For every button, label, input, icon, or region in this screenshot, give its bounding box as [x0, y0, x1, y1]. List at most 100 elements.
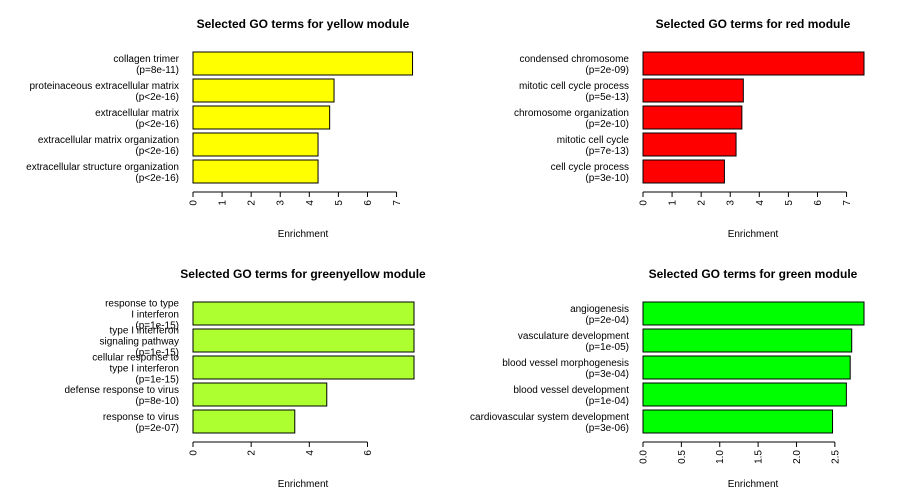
category-label: (p=5e-13)	[585, 92, 629, 103]
category-label: type I interferon	[110, 364, 179, 375]
x-tick-label: 0	[639, 200, 650, 206]
category-label: (p=3e-10)	[585, 173, 629, 184]
x-tick-label: 0.5	[677, 450, 688, 464]
category-label: chromosome organization	[514, 108, 629, 119]
category-label: (p<2e-16)	[135, 119, 179, 130]
category-label: (p=8e-10)	[135, 396, 179, 407]
x-tick-label: 5	[334, 200, 345, 206]
bar	[192, 132, 319, 157]
bar	[192, 78, 335, 103]
category-label: response to virus	[103, 412, 179, 423]
x-tick-label: 1.5	[754, 450, 765, 464]
chart-title: Selected GO terms for red module	[656, 17, 851, 31]
panel-red-module: Selected GO terms for red module Enrichm…	[514, 17, 865, 240]
x-tick-label: 6	[813, 200, 824, 206]
x-tick-label: 1.0	[715, 450, 726, 464]
category-label: cardiovascular system development	[470, 412, 629, 423]
category-label: (p<2e-16)	[135, 146, 179, 157]
category-label: (p=1e-05)	[585, 342, 629, 353]
x-tick-label: 3	[276, 200, 287, 206]
category-label: proteinaceous extracellular matrix	[29, 81, 179, 92]
bar	[192, 382, 328, 407]
category-label: (p=2e-10)	[585, 119, 629, 130]
x-tick-label: 3	[726, 200, 737, 206]
panel-greenyellow-module: Selected GO terms for greenyellow module…	[64, 267, 426, 490]
x-tick-label: 5	[784, 200, 795, 206]
category-label: (p=1e-15)	[135, 348, 179, 359]
category-label: (p<2e-16)	[135, 92, 179, 103]
category-label: extracellular matrix	[95, 108, 179, 119]
category-label: (p=2e-07)	[135, 423, 179, 434]
category-label: type I interferon	[110, 326, 179, 337]
bar	[192, 409, 296, 434]
category-label: (p=2e-04)	[585, 315, 629, 326]
x-axis-label: Enrichment	[278, 479, 329, 490]
category-label: cell cycle process	[551, 162, 629, 173]
category-label: angiogenesis	[570, 304, 629, 315]
bar	[642, 78, 744, 103]
x-axis-label: Enrichment	[728, 229, 779, 240]
category-label: (p=1e-15)	[135, 375, 179, 386]
x-tick-label: 2	[697, 200, 708, 206]
category-label: blood vessel development	[513, 385, 629, 396]
x-tick-label: 7	[842, 200, 853, 206]
x-tick-label: 2	[247, 450, 258, 456]
bar	[642, 328, 853, 353]
bar	[192, 328, 415, 353]
category-label: defense response to virus	[64, 385, 179, 396]
category-label: collagen trimer	[113, 54, 179, 65]
bar	[192, 301, 415, 326]
category-label: I interferon	[131, 310, 179, 321]
panel-yellow-module: Selected GO terms for yellow module Enri…	[26, 17, 414, 240]
x-tick-label: 7	[392, 200, 403, 206]
x-tick-label: 1	[218, 200, 229, 206]
bar	[642, 105, 743, 130]
x-tick-label: 2.0	[792, 450, 803, 464]
bar	[642, 51, 865, 76]
x-tick-label: 1	[668, 200, 679, 206]
bar	[192, 159, 319, 184]
category-label: (p=1e-04)	[585, 396, 629, 407]
category-label: (p=7e-13)	[585, 146, 629, 157]
category-label: cellular response to	[92, 353, 179, 364]
category-label: extracellular matrix organization	[38, 135, 179, 146]
category-label: (p=1e-15)	[135, 321, 179, 332]
x-axis-label: Enrichment	[278, 229, 329, 240]
panel-green-module: Selected GO terms for green module Enric…	[470, 267, 865, 490]
bar	[642, 132, 737, 157]
bar	[642, 409, 834, 434]
bar	[642, 355, 851, 380]
x-tick-label: 4	[305, 200, 316, 206]
category-label: mitotic cell cycle process	[519, 81, 629, 92]
x-tick-label: 0	[189, 200, 200, 206]
x-tick-label: 2	[247, 200, 258, 206]
x-tick-label: 4	[755, 200, 766, 206]
category-label: (p=8e-11)	[136, 65, 179, 76]
x-tick-label: 0.0	[639, 450, 650, 464]
x-axis-label: Enrichment	[728, 479, 779, 490]
bar	[642, 159, 725, 184]
x-tick-label: 4	[305, 450, 316, 456]
bar	[642, 382, 847, 407]
chart-title: Selected GO terms for greenyellow module	[180, 267, 426, 281]
category-label: (p=3e-04)	[585, 369, 629, 380]
bar	[642, 301, 865, 326]
x-tick-label: 6	[363, 450, 374, 456]
category-label: condensed chromosome	[519, 54, 629, 65]
category-label: (p=2e-09)	[585, 65, 629, 76]
category-label: response to type	[105, 299, 179, 310]
category-label: (p<2e-16)	[135, 173, 179, 184]
bar	[192, 51, 414, 76]
x-tick-label: 2.5	[830, 450, 841, 464]
category-label: vasculature development	[518, 331, 629, 342]
x-tick-label: 6	[363, 200, 374, 206]
bar	[192, 355, 415, 380]
category-label: signaling pathway	[100, 337, 180, 348]
x-tick-label: 0	[189, 450, 200, 456]
category-label: mitotic cell cycle	[557, 135, 630, 146]
chart-title: Selected GO terms for yellow module	[197, 17, 410, 31]
category-label: (p=3e-06)	[585, 423, 629, 434]
category-label: blood vessel morphogenesis	[502, 358, 629, 369]
category-label: extracellular structure organization	[26, 162, 179, 173]
